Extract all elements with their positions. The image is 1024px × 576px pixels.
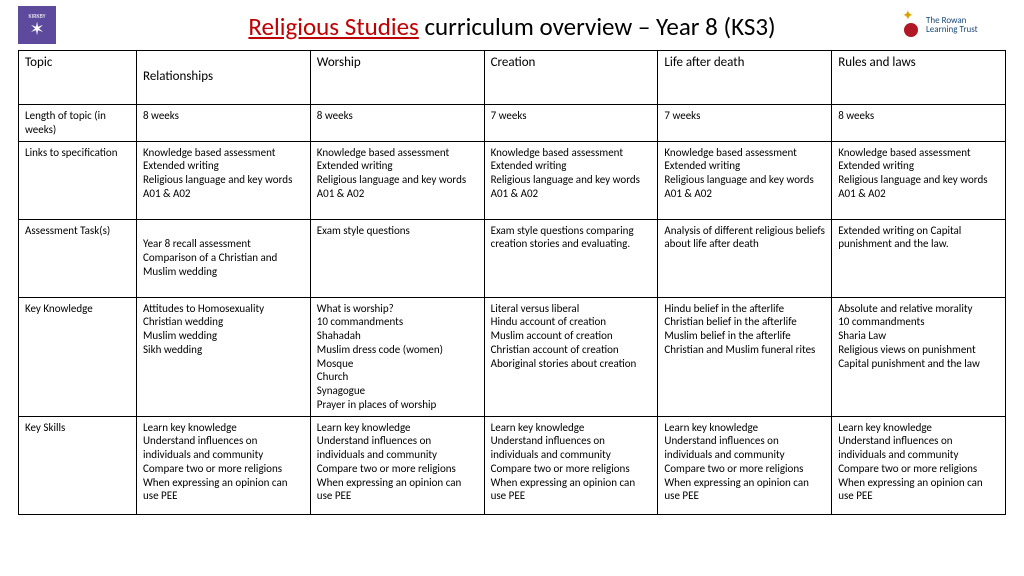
- table-cell: Year 8 recall assessment Comparison of a…: [137, 219, 311, 297]
- row-label: Key Skills: [19, 416, 137, 514]
- table-cell: Learn key knowledge Understand influence…: [310, 416, 484, 514]
- col-header: Worship: [310, 51, 484, 105]
- page-title: Religious Studies curriculum overview – …: [248, 11, 775, 42]
- table-cell: Knowledge based assessment Extended writ…: [310, 141, 484, 219]
- table-row: Key Knowledge Attitudes to Homosexuality…: [19, 297, 1006, 416]
- trust-logo: The Rowan Learning Trust: [896, 6, 1006, 44]
- table-cell: Exam style questions: [310, 219, 484, 297]
- table-cell: 8 weeks: [137, 105, 311, 142]
- table-cell: Learn key knowledge Understand influence…: [658, 416, 832, 514]
- curriculum-table: Topic Relationships Worship Creation Lif…: [18, 50, 1006, 515]
- table-cell: 8 weeks: [832, 105, 1006, 142]
- table-cell: 8 weeks: [310, 105, 484, 142]
- school-logo: KIRKBY ✶: [18, 6, 56, 44]
- table-cell: Knowledge based assessment Extended writ…: [832, 141, 1006, 219]
- table-cell: Learn key knowledge Understand influence…: [484, 416, 658, 514]
- col-header: Creation: [484, 51, 658, 105]
- table-cell: Knowledge based assessment Extended writ…: [484, 141, 658, 219]
- table-cell: 7 weeks: [484, 105, 658, 142]
- table-cell: Knowledge based assessment Extended writ…: [137, 141, 311, 219]
- table-cell: What is worship? 10 commandments Shahada…: [310, 297, 484, 416]
- col-header: Rules and laws: [832, 51, 1006, 105]
- trust-icon: [896, 9, 922, 41]
- table-cell: Learn key knowledge Understand influence…: [137, 416, 311, 514]
- table-row: Assessment Task(s) Year 8 recall assessm…: [19, 219, 1006, 297]
- table-cell: Knowledge based assessment Extended writ…: [658, 141, 832, 219]
- table-cell: 7 weeks: [658, 105, 832, 142]
- table-cell: Learn key knowledge Understand influence…: [832, 416, 1006, 514]
- table-cell: Hindu belief in the afterlife Christian …: [658, 297, 832, 416]
- page-header: KIRKBY ✶ Religious Studies curriculum ov…: [18, 6, 1006, 46]
- table-cell: Literal versus liberal Hindu account of …: [484, 297, 658, 416]
- table-cell: Exam style questions comparing creation …: [484, 219, 658, 297]
- table-cell: Analysis of different religious beliefs …: [658, 219, 832, 297]
- row-label: Assessment Task(s): [19, 219, 137, 297]
- table-cell: Attitudes to Homosexuality Christian wed…: [137, 297, 311, 416]
- col-header: Life after death: [658, 51, 832, 105]
- table-row: Length of topic (in weeks) 8 weeks 8 wee…: [19, 105, 1006, 142]
- col-header: Relationships: [137, 51, 311, 105]
- table-header-row: Topic Relationships Worship Creation Lif…: [19, 51, 1006, 105]
- row-label: Links to specification: [19, 141, 137, 219]
- table-row: Key Skills Learn key knowledge Understan…: [19, 416, 1006, 514]
- table-row: Links to specification Knowledge based a…: [19, 141, 1006, 219]
- table-cell: Extended writing on Capital punishment a…: [832, 219, 1006, 297]
- table-cell: Absolute and relative morality 10 comman…: [832, 297, 1006, 416]
- row-label: Length of topic (in weeks): [19, 105, 137, 142]
- trust-logo-text: The Rowan Learning Trust: [926, 16, 978, 35]
- col-header: Topic: [19, 51, 137, 105]
- title-rest: curriculum overview – Year 8 (KS3): [419, 11, 776, 42]
- star-icon: ✶: [29, 20, 44, 38]
- title-red: Religious Studies: [248, 11, 418, 42]
- row-label: Key Knowledge: [19, 297, 137, 416]
